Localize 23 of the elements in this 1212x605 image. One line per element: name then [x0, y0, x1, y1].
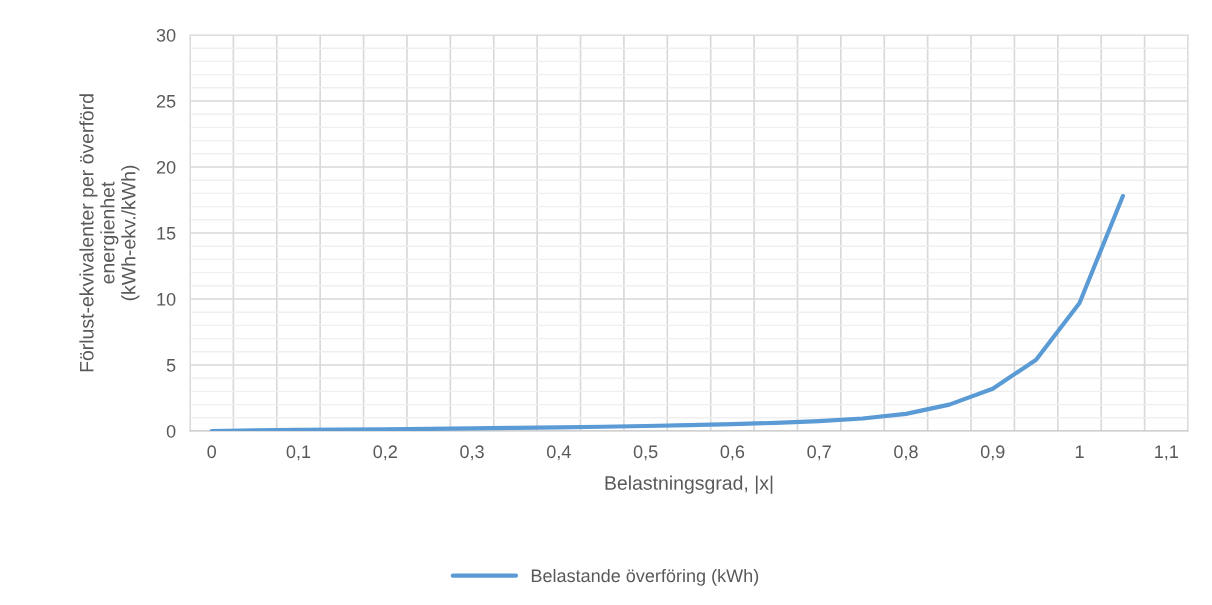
y-tick-label: 30	[156, 28, 176, 42]
x-tick-label: 0,9	[980, 445, 1005, 461]
x-tick-label: 0	[207, 445, 217, 459]
y-tick-label: 0	[166, 424, 176, 438]
x-tick-label: 0,3	[460, 445, 484, 461]
x-tick-label: 0,5	[633, 445, 658, 461]
x-tick-label: 0,1	[286, 445, 311, 461]
x-tick-label: 0,8	[894, 445, 918, 461]
x-tick-label: 0,6	[720, 445, 745, 461]
y-tick-label: 5	[166, 359, 176, 372]
y-tick-label: 20	[156, 160, 176, 174]
y-tick-label: 25	[156, 94, 176, 108]
x-tick-label: 0,7	[807, 445, 831, 461]
legend-label: Belastande överföring (kWh)	[531, 568, 759, 586]
x-axis-title: Belastningsgrad, |x|	[605, 475, 773, 494]
line-series	[209, 193, 1125, 431]
x-tick-label: 0,4	[546, 445, 571, 461]
y-tick-label: 15	[157, 227, 176, 240]
y-axis-title: Förlust-ekvivalenter per överförd energienhet (kWh-ekv./kWh)	[79, 94, 140, 372]
x-tick-label: 0,2	[373, 445, 397, 461]
x-tick-label: 1	[1075, 445, 1084, 458]
x-tick-label: 1,1	[1155, 445, 1178, 461]
y-tick-label: 10	[157, 292, 176, 306]
